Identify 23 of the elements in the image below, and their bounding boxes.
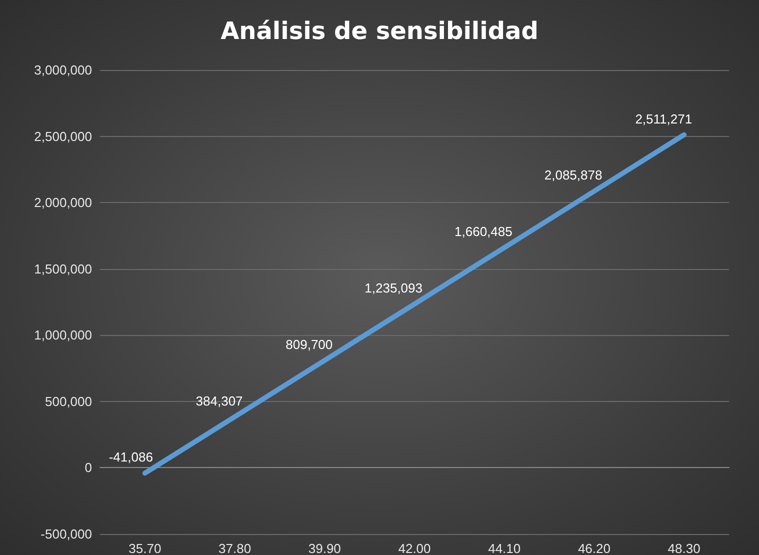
- y-tick-label: -500,000: [40, 526, 92, 542]
- x-tick-label: 48.30: [668, 541, 700, 555]
- x-tick-label: 42.00: [398, 541, 431, 555]
- data-label: -41,086: [108, 450, 153, 465]
- x-tick-label: 46.20: [578, 541, 610, 555]
- y-tick-label: 3,000,000: [34, 62, 92, 78]
- y-tick-label: 1,500,000: [34, 261, 92, 276]
- data-label: 2,511,271: [635, 111, 692, 126]
- y-tick-label: 500,000: [45, 394, 92, 409]
- y-tick-label: 2,500,000: [34, 128, 92, 144]
- x-tick-label: 44.10: [488, 541, 521, 555]
- y-tick-label: 2,000,000: [34, 195, 92, 210]
- x-tick-label: 37.80: [218, 541, 252, 555]
- data-label: 2,085,878: [544, 168, 602, 183]
- chart-title: Análisis de sensibilidad: [220, 17, 538, 45]
- data-label: 384,307: [196, 393, 243, 408]
- data-label: 1,235,093: [364, 280, 422, 296]
- y-tick-label: 0: [84, 460, 92, 476]
- data-label: 809,700: [286, 336, 333, 352]
- x-tick-label: 39.90: [308, 541, 341, 555]
- x-tick-label: 35.70: [128, 541, 162, 555]
- data-label: 1,660,485: [454, 224, 512, 240]
- y-tick-label: 1,000,000: [34, 328, 92, 343]
